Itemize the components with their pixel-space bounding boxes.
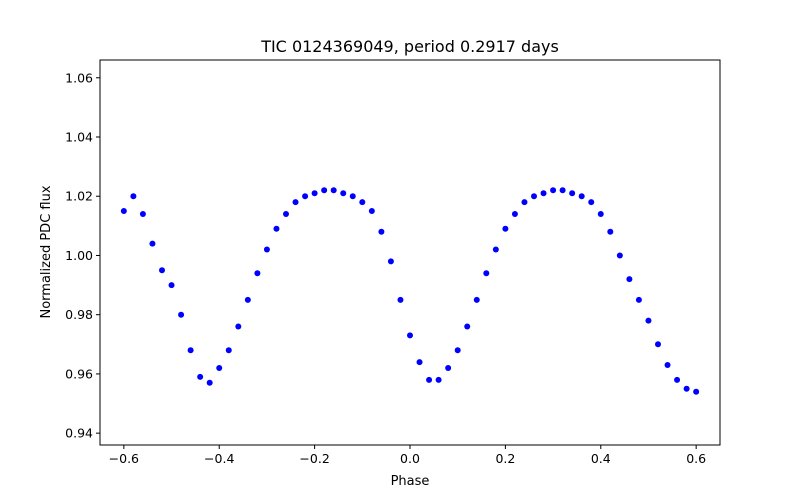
y-tick-label: 0.96 bbox=[65, 366, 93, 381]
data-point bbox=[559, 187, 566, 194]
data-point bbox=[159, 267, 165, 274]
data-point bbox=[330, 187, 337, 194]
data-point bbox=[693, 388, 700, 395]
data-point bbox=[378, 228, 385, 235]
data-point bbox=[368, 208, 375, 215]
data-point bbox=[340, 190, 347, 197]
data-point bbox=[349, 193, 356, 200]
x-tick-label: 0.6 bbox=[686, 451, 706, 466]
x-tick-label: −0.2 bbox=[299, 451, 329, 466]
data-point bbox=[387, 258, 394, 265]
x-tick-label: −0.4 bbox=[204, 451, 234, 466]
data-point bbox=[540, 190, 547, 197]
data-point bbox=[225, 347, 232, 354]
y-tick-label: 1.00 bbox=[65, 248, 93, 263]
y-axis: 0.94 0.96 0.98 1.00 1.02 1.04 1.06 bbox=[65, 70, 100, 441]
data-point bbox=[674, 376, 681, 383]
data-point bbox=[502, 225, 509, 232]
data-point bbox=[483, 270, 490, 277]
y-tick-label: 0.94 bbox=[65, 426, 93, 441]
y-tick-label: 1.02 bbox=[65, 189, 93, 204]
data-point bbox=[283, 211, 289, 217]
data-point bbox=[168, 282, 175, 289]
x-axis-label: Phase bbox=[391, 474, 430, 489]
data-point bbox=[645, 317, 652, 324]
data-point bbox=[244, 296, 251, 303]
data-point bbox=[311, 190, 318, 197]
data-point bbox=[139, 211, 146, 217]
data-point bbox=[616, 252, 623, 259]
data-point bbox=[149, 240, 156, 247]
data-point bbox=[321, 187, 328, 194]
data-point bbox=[178, 311, 185, 318]
y-tick-label: 0.98 bbox=[65, 307, 93, 322]
data-point bbox=[216, 365, 223, 371]
data-point bbox=[531, 193, 537, 200]
data-point bbox=[235, 323, 242, 330]
data-point bbox=[254, 270, 261, 277]
data-point bbox=[206, 379, 213, 386]
data-point bbox=[407, 332, 413, 339]
data-point bbox=[683, 385, 690, 392]
chart-title: TIC 0124369049, period 0.2917 days bbox=[260, 37, 559, 56]
data-point bbox=[445, 365, 452, 371]
data-point bbox=[655, 341, 661, 348]
data-point bbox=[635, 296, 642, 303]
x-tick-label: 0.2 bbox=[495, 451, 515, 466]
x-axis: −0.6 −0.4 −0.2 0.0 0.2 0.4 0.6 bbox=[109, 445, 706, 466]
data-point bbox=[511, 211, 518, 217]
data-point bbox=[550, 187, 557, 194]
data-point bbox=[473, 296, 480, 303]
data-point bbox=[597, 211, 604, 217]
data-point bbox=[302, 193, 309, 200]
data-point bbox=[263, 246, 270, 253]
data-point bbox=[454, 347, 461, 354]
data-point bbox=[569, 190, 576, 197]
data-point bbox=[273, 225, 280, 232]
y-tick-label: 1.06 bbox=[65, 70, 93, 85]
data-point bbox=[130, 193, 137, 200]
data-point bbox=[426, 376, 433, 383]
scatter-points bbox=[120, 187, 700, 395]
data-point bbox=[435, 376, 442, 383]
x-tick-label: −0.6 bbox=[109, 451, 139, 466]
data-point bbox=[521, 199, 528, 206]
data-point bbox=[292, 199, 299, 206]
data-point bbox=[187, 347, 194, 354]
x-tick-label: 0.4 bbox=[591, 451, 611, 466]
data-point bbox=[607, 228, 614, 235]
y-axis-label: Normalized PDC flux bbox=[39, 185, 54, 318]
x-tick-label: 0.0 bbox=[400, 451, 420, 466]
data-point bbox=[588, 199, 595, 206]
data-point bbox=[359, 199, 366, 206]
data-point bbox=[492, 246, 499, 253]
data-point bbox=[197, 373, 204, 380]
data-point bbox=[120, 208, 127, 215]
y-tick-label: 1.04 bbox=[65, 130, 93, 145]
data-point bbox=[397, 296, 404, 303]
data-point bbox=[416, 359, 423, 366]
data-point bbox=[664, 362, 671, 369]
data-point bbox=[626, 276, 633, 283]
data-point bbox=[578, 193, 585, 200]
data-point bbox=[464, 323, 471, 330]
